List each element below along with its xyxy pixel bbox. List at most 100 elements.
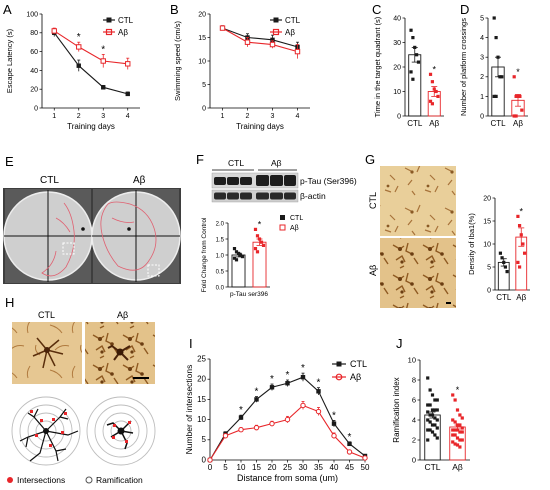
panel-g-images: CTL Aβ [368, 166, 456, 308]
data-point-J [435, 436, 439, 440]
y-tick-label-I: 10 [197, 415, 206, 424]
x-tick-label-B: 2 [246, 113, 250, 120]
y-tick-label-C: 30 [393, 40, 401, 47]
x-tick-label-I: 45 [345, 463, 354, 472]
data-point-F [257, 237, 262, 241]
data-point-J [430, 430, 435, 434]
y-tick-label-F: 1.0 [216, 253, 225, 259]
y-tick-label-G: 0 [487, 287, 491, 294]
data-point-J [433, 416, 437, 420]
x-axis-label-B: Training days [236, 122, 284, 131]
data-point-G [522, 251, 527, 255]
y-tick-label-G: 20 [483, 195, 491, 202]
significance-star-F: * [258, 219, 262, 229]
data-point-D [512, 75, 516, 79]
legend-i-ctl: CTL [350, 359, 367, 369]
y-tick-label-G: 10 [483, 241, 491, 248]
y-tick-label-B: 10 [198, 58, 206, 65]
data-point-I [269, 420, 275, 427]
panel-g-label-ctl: CTL [368, 192, 378, 209]
panel-letter-h: H [5, 295, 14, 310]
data-point-D [498, 75, 502, 79]
data-point-I [284, 416, 291, 423]
x-tick-label-G: Aβ [516, 293, 526, 302]
data-point-D [492, 94, 496, 98]
significance-star-I: * [301, 363, 305, 374]
x-tick-label-I: 30 [299, 463, 308, 472]
y-tick-label-J: 0 [412, 455, 416, 464]
panel-letter-c: C [372, 2, 381, 17]
data-point-I [254, 397, 259, 402]
series-line-A-0 [53, 32, 128, 95]
x-tick-label-B: 1 [221, 113, 225, 120]
data-point-C [411, 36, 415, 40]
data-point-J [435, 418, 439, 422]
chart-j: 0 2 4 6 8 10 Ramification index CTL Aβ * [392, 355, 470, 472]
y-axis-label-J: Ramification index [392, 377, 401, 442]
data-point-J [428, 413, 432, 417]
data-point-D [516, 94, 520, 98]
x-tick-label-I: 35 [314, 463, 323, 472]
y-tick-label-G: 15 [483, 218, 491, 225]
blot-label-ptau: p-Tau (Ser396) [300, 176, 357, 186]
data-point-G [519, 233, 523, 237]
legend-f-ab: Aβ [290, 225, 299, 232]
data-point-J [455, 408, 460, 412]
data-point-J [433, 408, 437, 412]
x-tick-label-B: 3 [271, 113, 275, 120]
x-tick-label-A: 3 [101, 113, 105, 120]
x-tick-label-I: 40 [330, 463, 339, 472]
data-point-I [347, 441, 352, 447]
data-point-B [269, 41, 276, 48]
y-axis-label-C: Time in the target quadrant (s) [373, 16, 382, 117]
sholl-ab [86, 396, 156, 466]
legend-b-ab: Aβ [285, 28, 295, 37]
data-point-D [494, 36, 498, 40]
data-point-G [517, 265, 522, 269]
chart-f: 0.0 0.5 1.0 1.5 2.0 Fold Change from Control *… [201, 217, 270, 298]
y-tick-label-C: 10 [393, 89, 401, 96]
y-axis-label-A: Escape Latency (s) [5, 28, 14, 93]
y-axis-label-I: Number of intersections [184, 365, 194, 455]
data-point-I [315, 408, 322, 415]
data-point-J [455, 443, 460, 447]
data-point-J [453, 420, 457, 424]
data-point-J [435, 426, 439, 430]
data-point-J [460, 416, 464, 420]
significance-star-I: * [270, 374, 274, 385]
data-point-J [455, 423, 460, 427]
y-tick-label-A: 60 [30, 49, 38, 56]
blot-label-actin: β-actin [300, 191, 326, 201]
data-point-J [458, 445, 462, 449]
y-tick-label-D: 0 [480, 113, 484, 120]
y-tick-label-A: 100 [26, 11, 38, 18]
y-tick-label-I: 20 [197, 375, 206, 384]
y-tick-label-I: 25 [197, 354, 206, 363]
y-tick-label-J: 2 [412, 435, 416, 444]
data-point-J [428, 420, 432, 424]
data-point-J [435, 408, 439, 412]
data-point-J [453, 428, 457, 432]
y-tick-label-B: 15 [198, 35, 206, 42]
data-point-J [451, 393, 455, 397]
data-point-I [207, 457, 213, 463]
x-axis-label-F: p-Tau ser396 [230, 291, 268, 298]
data-point-J [426, 418, 430, 422]
data-point-J [460, 438, 464, 442]
data-point-G [516, 260, 520, 264]
data-point-J [430, 408, 435, 412]
data-point-C [434, 89, 438, 94]
data-point-F [232, 247, 237, 251]
data-point-I [238, 415, 244, 420]
data-point-F [240, 255, 245, 259]
panel-h: CTL Aβ Intersections Ramification [7, 310, 156, 485]
data-point-A [51, 28, 57, 34]
data-point-A [76, 63, 81, 68]
legend-f-ctl: CTL [290, 215, 303, 222]
y-tick-label-D: 5 [480, 15, 484, 22]
data-point-C [432, 87, 436, 91]
data-point-J [451, 428, 455, 432]
data-point-J [458, 438, 462, 442]
x-tick-label-I: 25 [283, 463, 292, 472]
data-point-G [505, 270, 509, 274]
